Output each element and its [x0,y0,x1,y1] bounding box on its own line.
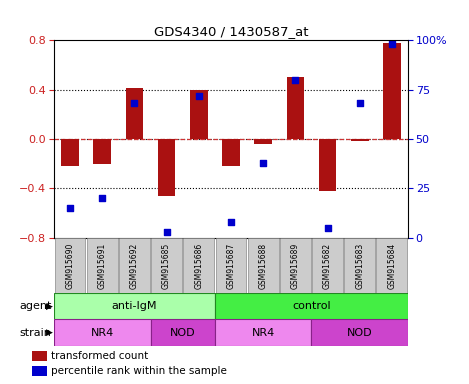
Bar [54,293,215,319]
Text: GSM915687: GSM915687 [227,242,235,289]
Bar [319,139,336,191]
Text: GSM915682: GSM915682 [323,242,332,289]
Text: GSM915692: GSM915692 [130,242,139,289]
Bar [344,238,375,293]
Point [66,205,74,211]
Text: GSM915685: GSM915685 [162,242,171,289]
Bar [93,139,111,164]
Text: NR4: NR4 [251,328,275,338]
Point [131,100,138,106]
Bar [311,319,408,346]
Bar [216,238,246,293]
Point [292,77,299,83]
Bar [248,238,279,293]
Bar [183,238,214,293]
Bar [287,77,304,139]
Bar [190,90,208,139]
Bar [215,319,311,346]
Bar [54,238,85,293]
Text: strain: strain [20,328,52,338]
Text: NR4: NR4 [91,328,114,338]
Text: GSM915689: GSM915689 [291,242,300,289]
Bar [32,351,47,361]
Bar [254,139,272,144]
Text: NOD: NOD [170,328,196,338]
Bar [312,238,343,293]
Bar [222,139,240,166]
Text: control: control [292,301,331,311]
Bar [54,319,151,346]
Text: transformed count: transformed count [51,351,148,361]
Text: anti-IgM: anti-IgM [112,301,157,311]
Point [163,229,170,235]
Bar [377,238,408,293]
Text: GSM915688: GSM915688 [259,242,268,289]
Bar [383,43,401,139]
Text: ▶: ▶ [46,302,53,311]
Bar [158,139,175,196]
Point [98,195,106,201]
Bar [87,238,118,293]
Bar [151,319,215,346]
Bar [61,139,79,166]
Bar [215,293,408,319]
Text: NOD: NOD [347,328,372,338]
Bar [351,139,369,141]
Text: GSM915684: GSM915684 [387,242,396,289]
Point [195,93,203,99]
Title: GDS4340 / 1430587_at: GDS4340 / 1430587_at [154,25,308,38]
Point [324,225,331,231]
Text: percentile rank within the sample: percentile rank within the sample [51,366,227,376]
Text: agent: agent [19,301,52,311]
Text: GSM915686: GSM915686 [194,242,203,289]
Point [356,100,363,106]
Text: GSM915691: GSM915691 [98,242,107,289]
Point [259,160,267,166]
Text: GSM915690: GSM915690 [66,242,75,289]
Text: GSM915683: GSM915683 [355,242,364,289]
Bar [151,238,182,293]
Bar [280,238,311,293]
Bar [126,88,143,139]
Text: ▶: ▶ [46,328,53,337]
Bar [32,366,47,376]
Point [388,41,396,47]
Point [227,219,234,225]
Bar [119,238,150,293]
